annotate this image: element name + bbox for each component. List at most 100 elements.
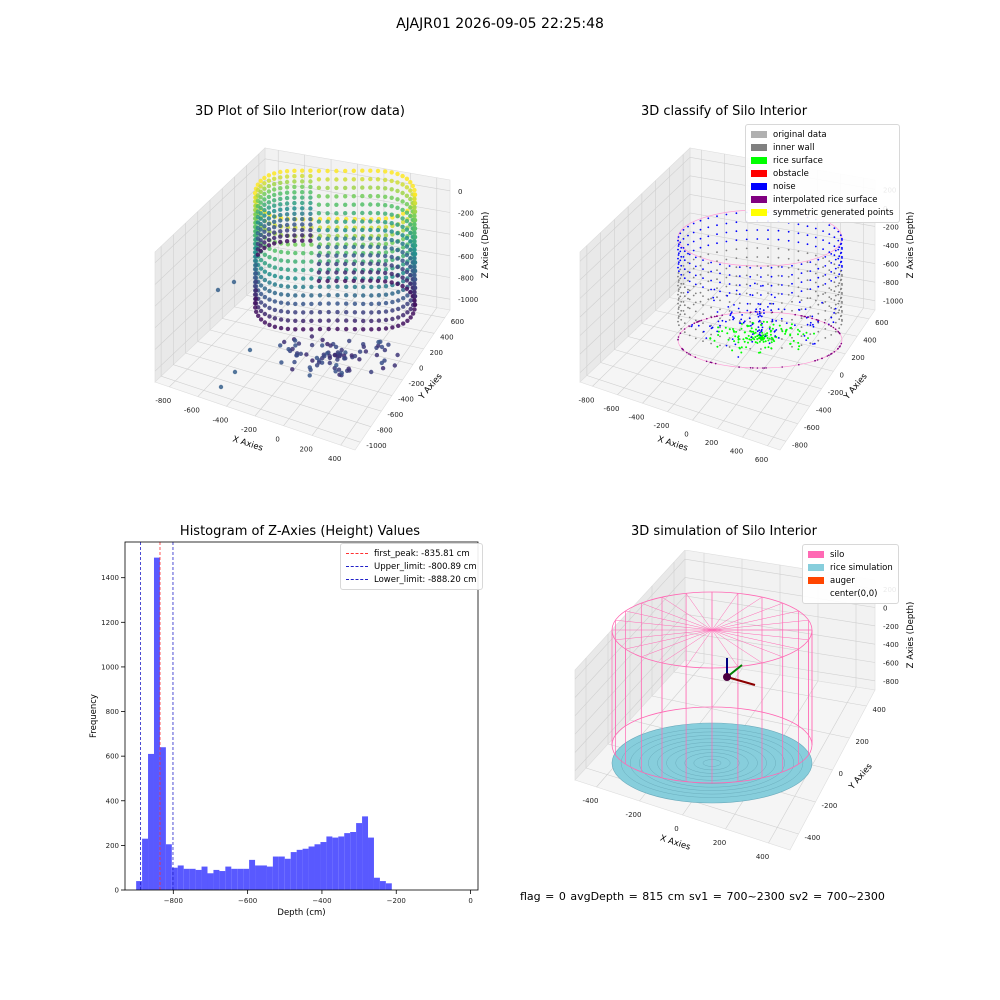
p2-interpolated-point bbox=[752, 367, 754, 369]
p1-data-point bbox=[308, 190, 313, 195]
p1-data-point bbox=[389, 187, 394, 192]
p2-wall-point bbox=[728, 265, 731, 267]
p4-ztick-label: -200 bbox=[883, 623, 899, 631]
p1-data-point bbox=[308, 179, 313, 184]
p2-wall-point bbox=[817, 267, 820, 270]
p1-data-point bbox=[390, 308, 395, 313]
p1-data-point bbox=[278, 212, 283, 218]
p1-data-point bbox=[412, 221, 417, 227]
p2-xtick-label: -400 bbox=[629, 413, 645, 421]
p2-noise-point bbox=[713, 288, 716, 291]
p2-interpolated-point bbox=[756, 311, 758, 313]
p1-data-point bbox=[339, 370, 344, 376]
p1-data-point bbox=[404, 286, 410, 291]
p2-wall-point bbox=[680, 309, 683, 312]
p2-wall-point bbox=[817, 258, 820, 261]
p2-rice-surface-point bbox=[805, 331, 808, 334]
p2-wall-point bbox=[677, 320, 679, 323]
p2-noise-point bbox=[777, 337, 780, 339]
p1-data-point bbox=[351, 227, 356, 233]
p1-ztick-label: -200 bbox=[458, 210, 474, 218]
p1-data-point bbox=[300, 206, 305, 211]
panel2-title: 3D classify of Silo Interior bbox=[640, 104, 808, 119]
p2-wall-point bbox=[822, 239, 824, 241]
p2-wall-point bbox=[770, 284, 773, 287]
p1-data-point bbox=[369, 327, 374, 332]
p1-data-point bbox=[309, 250, 314, 256]
p2-wall-point bbox=[809, 306, 812, 308]
p2-wall-point bbox=[837, 266, 840, 269]
p2-wall-point bbox=[692, 240, 695, 243]
histogram-xaxis-label: Depth (cm) bbox=[277, 908, 325, 918]
p2-rice-surface-point bbox=[797, 333, 799, 336]
p2-wall-point bbox=[692, 267, 695, 270]
p1-data-point bbox=[383, 270, 388, 276]
p1-data-point bbox=[267, 280, 272, 285]
p1-data-point bbox=[317, 293, 323, 298]
p2-wall-point bbox=[682, 265, 685, 267]
p1-data-point bbox=[316, 227, 322, 233]
p1-data-point bbox=[368, 244, 373, 249]
p2-wall-point bbox=[830, 334, 833, 336]
histogram-bar bbox=[225, 866, 232, 890]
p1-data-point bbox=[343, 168, 348, 174]
histogram-bar bbox=[302, 848, 309, 890]
p1-data-point bbox=[284, 185, 290, 190]
p2-wall-point bbox=[800, 281, 803, 283]
p1-data-point bbox=[405, 318, 410, 323]
p1-data-point bbox=[325, 211, 330, 216]
p1-data-point bbox=[253, 288, 259, 293]
p2-noise-point bbox=[748, 317, 751, 320]
p2-noise-point bbox=[743, 320, 746, 323]
p1-data-point bbox=[352, 293, 358, 298]
histogram-bar bbox=[338, 836, 345, 890]
p1-data-point bbox=[383, 309, 389, 314]
p1-data-point bbox=[325, 177, 330, 182]
p1-data-point bbox=[266, 194, 272, 200]
p2-rice-surface-point bbox=[726, 332, 729, 335]
p1-data-point bbox=[292, 174, 297, 179]
p2-noise-point bbox=[834, 307, 837, 310]
p1-data-point bbox=[386, 342, 391, 347]
p1-data-point bbox=[383, 241, 389, 247]
p1-data-point bbox=[360, 244, 365, 249]
p2-wall-point bbox=[777, 256, 780, 259]
p2-interpolated-point bbox=[830, 325, 832, 327]
p2-gridline bbox=[617, 283, 725, 395]
p1-data-point bbox=[376, 301, 382, 306]
p1-data-point bbox=[361, 284, 366, 290]
p1-data-point bbox=[383, 236, 388, 242]
p2-rice-surface-point bbox=[770, 341, 773, 344]
p1-data-point bbox=[292, 227, 297, 233]
p2-noise-point bbox=[712, 296, 715, 299]
p2-wall-point bbox=[702, 268, 704, 270]
p2-wall-point bbox=[770, 266, 773, 269]
p2-wall-point bbox=[707, 226, 710, 229]
p1-data-point bbox=[301, 276, 306, 281]
p1-data-point bbox=[361, 301, 366, 307]
p1-data-point bbox=[267, 288, 272, 294]
p2-wall-point bbox=[838, 255, 841, 258]
p1-outlier-point bbox=[218, 384, 224, 390]
p2-noise-point bbox=[754, 310, 757, 313]
p1-data-point bbox=[278, 218, 283, 223]
p1-data-point bbox=[252, 267, 258, 272]
p2-ztick-label: -800 bbox=[883, 279, 899, 287]
p1-ytick-label: -400 bbox=[398, 396, 414, 404]
p2-rice-surface-point bbox=[789, 342, 792, 345]
p1-data-point bbox=[395, 214, 400, 219]
p1-data-point bbox=[395, 247, 400, 253]
p1-data-point bbox=[400, 216, 405, 221]
p1-data-point bbox=[351, 185, 356, 190]
p1-data-point bbox=[284, 169, 290, 174]
histogram-ytick-label: 1200 bbox=[101, 619, 119, 627]
p2-ytick-label: -400 bbox=[816, 406, 832, 414]
p1-data-point bbox=[401, 253, 406, 259]
p1-ytick-label: 600 bbox=[451, 318, 464, 326]
p2-interpolated-point bbox=[679, 332, 682, 334]
p2-interpolated-point bbox=[696, 321, 698, 323]
p1-data-point bbox=[376, 310, 382, 315]
histogram-bar bbox=[183, 868, 190, 890]
p1-gridline bbox=[173, 364, 371, 427]
p1-data-point bbox=[325, 236, 330, 241]
